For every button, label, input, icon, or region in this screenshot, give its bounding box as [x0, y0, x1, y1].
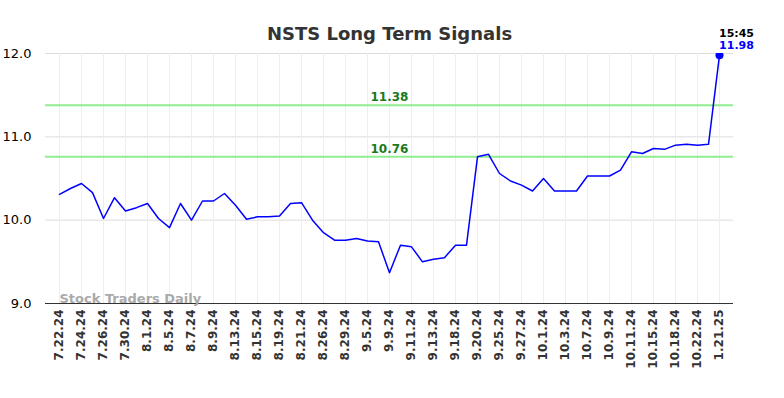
- svg-text:10.22.24: 10.22.24: [690, 310, 704, 369]
- svg-text:8.9.24: 8.9.24: [206, 310, 220, 353]
- svg-text:8.15.24: 8.15.24: [250, 310, 264, 361]
- svg-text:8.13.24: 8.13.24: [228, 310, 242, 361]
- svg-text:8.19.24: 8.19.24: [272, 310, 286, 361]
- svg-text:8.7.24: 8.7.24: [184, 310, 198, 353]
- svg-text:9.27.24: 9.27.24: [514, 310, 528, 361]
- svg-text:11.98: 11.98: [719, 39, 754, 52]
- svg-text:NSTS Long Term Signals: NSTS Long Term Signals: [267, 23, 512, 44]
- svg-text:10.11.24: 10.11.24: [624, 310, 638, 369]
- svg-text:8.26.24: 8.26.24: [316, 310, 330, 361]
- svg-text:8.5.24: 8.5.24: [162, 310, 176, 353]
- svg-text:10.3.24: 10.3.24: [558, 310, 572, 361]
- svg-text:8.21.24: 8.21.24: [294, 310, 308, 361]
- svg-text:11.38: 11.38: [371, 90, 409, 104]
- svg-text:9.18.24: 9.18.24: [448, 310, 462, 361]
- svg-text:15:45: 15:45: [719, 26, 754, 40]
- svg-text:9.25.24: 9.25.24: [492, 310, 506, 361]
- svg-text:10.9.24: 10.9.24: [602, 310, 616, 361]
- svg-text:9.5.24: 9.5.24: [360, 310, 374, 353]
- svg-text:10.0: 10.0: [3, 212, 32, 227]
- svg-text:7.26.24: 7.26.24: [96, 310, 110, 361]
- svg-text:8.29.24: 8.29.24: [338, 310, 352, 361]
- svg-text:9.9.24: 9.9.24: [382, 310, 396, 353]
- svg-text:10.15.24: 10.15.24: [646, 310, 660, 369]
- svg-text:10.76: 10.76: [371, 142, 409, 156]
- svg-text:9.11.24: 9.11.24: [404, 310, 418, 361]
- svg-text:10.18.24: 10.18.24: [668, 310, 682, 369]
- svg-text:10.7.24: 10.7.24: [580, 310, 594, 361]
- svg-text:9.13.24: 9.13.24: [426, 310, 440, 361]
- svg-text:7.22.24: 7.22.24: [52, 310, 66, 361]
- svg-text:9.20.24: 9.20.24: [470, 310, 484, 361]
- svg-text:10.1.24: 10.1.24: [536, 310, 550, 361]
- svg-text:7.30.24: 7.30.24: [118, 310, 132, 361]
- svg-text:7.24.24: 7.24.24: [74, 310, 88, 361]
- svg-text:9.0: 9.0: [11, 296, 32, 311]
- svg-text:Stock Traders Daily: Stock Traders Daily: [60, 291, 202, 306]
- svg-text:1.21.25: 1.21.25: [712, 310, 726, 361]
- svg-text:12.0: 12.0: [3, 46, 32, 61]
- svg-text:11.0: 11.0: [3, 129, 32, 144]
- svg-text:8.1.24: 8.1.24: [140, 310, 154, 353]
